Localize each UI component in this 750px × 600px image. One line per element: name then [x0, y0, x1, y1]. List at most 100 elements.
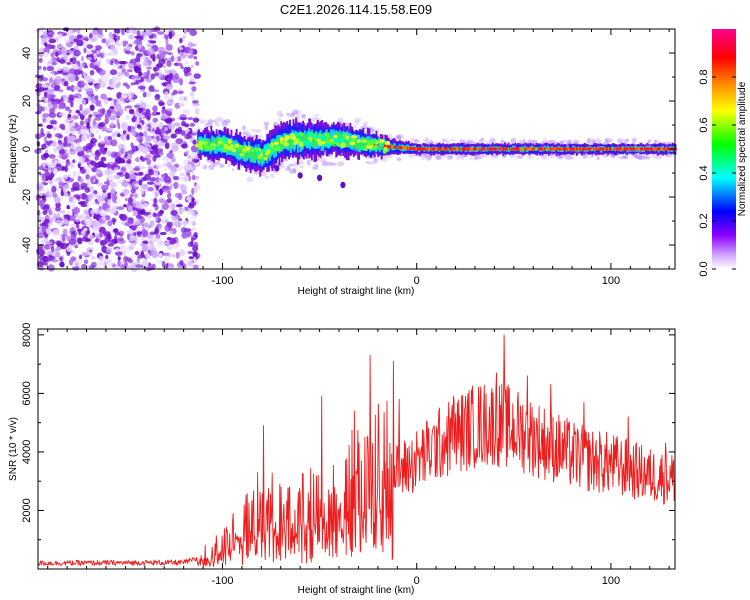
- noise-speck: [147, 215, 153, 219]
- noise-speck: [69, 53, 74, 60]
- noise-speck: [136, 124, 142, 129]
- band-halo-speck: [396, 157, 402, 161]
- noise-speck: [161, 108, 166, 116]
- noise-speck: [80, 128, 88, 134]
- noise-speck: [164, 118, 173, 123]
- noise-speck: [127, 205, 133, 212]
- noise-speck: [137, 254, 144, 259]
- band-blob: [279, 137, 284, 142]
- noise-speck: [124, 222, 130, 227]
- noise-speck: [94, 45, 102, 51]
- noise-speck: [124, 261, 128, 267]
- noise-speck: [116, 41, 122, 47]
- band-halo-speck: [653, 139, 657, 143]
- noise-speck: [179, 37, 183, 44]
- noise-speck: [109, 181, 117, 188]
- noise-speck: [153, 197, 158, 205]
- noise-speck: [102, 262, 105, 267]
- noise-speck: [51, 206, 55, 211]
- noise-speck: [79, 103, 83, 112]
- noise-speck: [84, 35, 89, 40]
- band-halo-speck: [480, 137, 485, 143]
- noise-speck: [48, 154, 56, 159]
- band-blob: [349, 141, 356, 146]
- noise-speck: [37, 65, 42, 70]
- noise-speck: [51, 245, 55, 253]
- band-halo-speck: [595, 137, 600, 144]
- noise-speck: [130, 174, 137, 180]
- noise-speck: [53, 168, 58, 175]
- noise-speck: [44, 42, 48, 47]
- noise-speck: [96, 169, 102, 175]
- noise-speck: [143, 130, 148, 138]
- band-halo-speck: [410, 137, 415, 142]
- noise-speck: [91, 201, 96, 205]
- noise-speck: [193, 73, 201, 79]
- noise-speck: [89, 104, 95, 111]
- noise-speck: [125, 50, 132, 55]
- noise-speck: [75, 110, 80, 114]
- noise-speck: [101, 184, 109, 191]
- noise-speck: [128, 63, 134, 68]
- y-tick-label: -20: [21, 189, 33, 205]
- noise-speck: [125, 114, 131, 120]
- band-halo-speck: [325, 161, 333, 166]
- band-core-cell: [546, 147, 549, 151]
- noise-speck: [123, 99, 129, 103]
- noise-speck: [109, 240, 115, 244]
- noise-speck: [45, 81, 51, 86]
- noise-speck: [170, 55, 175, 63]
- noise-speck: [79, 168, 87, 175]
- noise-speck: [165, 28, 170, 36]
- noise-speck: [105, 255, 109, 259]
- noise-speck: [66, 50, 74, 54]
- noise-speck: [109, 158, 115, 165]
- band-blob: [299, 132, 304, 137]
- band-blob: [227, 139, 232, 144]
- noise-speck: [126, 134, 130, 141]
- noise-speck: [56, 57, 60, 63]
- noise-speck: [43, 91, 48, 98]
- noise-speck: [72, 206, 81, 215]
- noise-speck: [140, 237, 145, 241]
- noise-speck: [57, 160, 64, 164]
- noise-speck: [160, 173, 167, 178]
- noise-speck: [134, 81, 140, 85]
- band-core-cell: [647, 147, 650, 151]
- noise-speck: [169, 69, 177, 75]
- band-core-cell: [442, 147, 445, 151]
- band-halo-speck: [434, 141, 439, 144]
- noise-speck: [110, 187, 116, 195]
- noise-speck: [113, 167, 119, 172]
- noise-speck: [114, 82, 120, 89]
- noise-speck: [117, 178, 122, 184]
- noise-speck: [66, 210, 73, 215]
- noise-speck: [115, 35, 121, 41]
- band-halo-speck: [617, 138, 622, 143]
- band-core-cell: [549, 147, 552, 151]
- noise-speck: [173, 236, 179, 244]
- noise-speck: [83, 227, 88, 232]
- band-halo-speck: [396, 136, 401, 140]
- noise-speck: [67, 137, 75, 143]
- noise-speck: [61, 166, 67, 171]
- noise-speck: [182, 220, 188, 226]
- noise-speck: [42, 117, 47, 123]
- noise-speck: [81, 110, 88, 116]
- noise-speck: [168, 170, 176, 177]
- noise-speck: [135, 237, 139, 244]
- noise-speck: [109, 69, 118, 76]
- noise-speck: [67, 31, 72, 38]
- noise-speck: [138, 179, 143, 186]
- noise-speck: [151, 251, 159, 259]
- noise-speck: [94, 83, 101, 89]
- band-core-cell: [633, 147, 635, 151]
- noise-speck: [186, 28, 192, 33]
- noise-speck: [135, 264, 144, 269]
- noise-speck: [43, 66, 47, 71]
- noise-speck: [179, 47, 184, 51]
- band-blob: [295, 132, 300, 137]
- noise-speck: [150, 138, 158, 143]
- noise-speck: [177, 126, 183, 133]
